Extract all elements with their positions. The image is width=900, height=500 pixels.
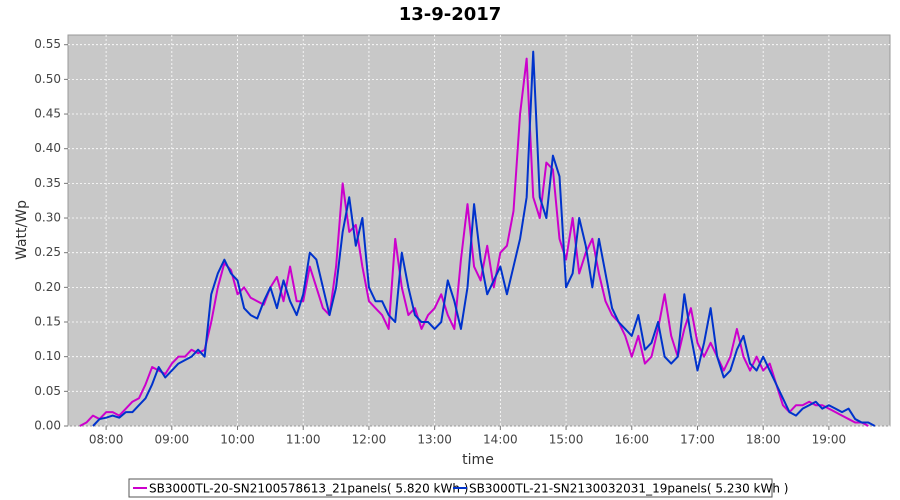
y-tick-label: 0.30 <box>34 211 61 225</box>
y-tick-label: 0.10 <box>34 349 61 363</box>
x-tick-label: 08:00 <box>89 433 124 447</box>
x-tick-label: 09:00 <box>155 433 190 447</box>
y-tick-label: 0.50 <box>34 72 61 86</box>
plot-area <box>67 34 891 427</box>
y-tick-label: 0.35 <box>34 176 61 190</box>
x-tick-label: 10:00 <box>220 433 255 447</box>
y-tick-label: 0.20 <box>34 280 61 294</box>
x-tick-label: 15:00 <box>549 433 584 447</box>
y-tick-label: 0.05 <box>34 384 61 398</box>
x-tick-label: 19:00 <box>812 433 847 447</box>
y-tick-label: 0.40 <box>34 141 61 155</box>
y-tick-label: 0.45 <box>34 107 61 121</box>
x-tick-label: 17:00 <box>680 433 715 447</box>
series-line <box>79 57 869 427</box>
legend-box <box>128 478 773 498</box>
x-tick-label: 18:00 <box>746 433 781 447</box>
y-tick-label: 0.15 <box>34 315 61 329</box>
y-tick-label: 0.25 <box>34 245 61 259</box>
x-tick-label: 11:00 <box>286 433 321 447</box>
y-axis-label: Watt/Wp <box>14 200 30 260</box>
x-tick-label: 14:00 <box>483 433 518 447</box>
series-line <box>92 50 876 427</box>
legend-label: SB3000TL-20-SN2100578613_21panels( 5.820… <box>149 482 468 496</box>
x-tick-label: 16:00 <box>614 433 649 447</box>
x-tick-label: 13:00 <box>417 433 452 447</box>
y-tick-label: 0.00 <box>34 419 61 433</box>
chart-title: 13-9-2017 <box>399 4 502 25</box>
x-axis-label: time <box>462 452 494 468</box>
y-tick-label: 0.55 <box>34 37 61 51</box>
legend-label: SB3000TL-21-SN2130032031_19panels( 5.230… <box>469 482 788 496</box>
x-tick-label: 12:00 <box>352 433 387 447</box>
